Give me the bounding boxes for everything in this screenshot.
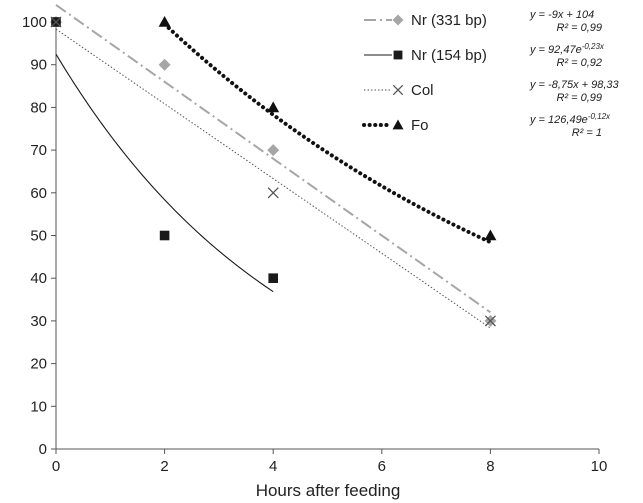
legend-label: Fo	[411, 117, 429, 134]
data-points	[50, 16, 497, 327]
legend-marker	[392, 84, 404, 96]
r-squared: R² = 1	[572, 127, 602, 139]
y-tick-label: 70	[30, 142, 47, 159]
equation-exponent: -0,23x	[582, 42, 605, 51]
trend-lines	[55, 4, 493, 329]
trend-line-0	[55, 4, 491, 314]
x-tick-label: 6	[378, 458, 386, 475]
trend-line-2	[55, 28, 491, 329]
r-squared: R² = 0,99	[556, 22, 602, 34]
x-tick-label: 0	[52, 458, 60, 475]
data-point	[484, 315, 496, 327]
y-tick-label: 10	[30, 398, 47, 415]
x-tick-label: 4	[269, 458, 277, 475]
data-point	[484, 229, 497, 241]
legend-marker	[392, 14, 404, 26]
y-tick-label: 20	[30, 356, 47, 373]
equation-main: y = 92,47e	[529, 44, 582, 56]
data-point	[159, 230, 170, 241]
chart-axes: 0 10 20 30 40 50 60 70 80 90 100 0 2 4 6 8 10	[22, 14, 607, 475]
data-point	[267, 144, 280, 157]
data-point	[267, 101, 280, 113]
equation-exponent: -0,12x	[588, 112, 611, 121]
trend-line-1	[55, 53, 274, 293]
y-tick-label: 30	[30, 313, 47, 330]
legend-label: Nr (331 bp)	[411, 12, 487, 29]
trendline-equation: y = 92,47e-0,23x	[529, 42, 605, 56]
legend-label: Col	[411, 82, 434, 99]
y-tick-label: 90	[30, 57, 47, 74]
trendline-equation: y = 126,49e-0,12x	[529, 112, 611, 126]
x-tick-label: 8	[486, 458, 494, 475]
trendline-equation: y = -8,75x + 98,33	[529, 79, 620, 91]
r-squared: R² = 0,99	[556, 92, 602, 104]
x-axis-title: Hours after feeding	[256, 481, 401, 500]
data-point	[50, 16, 62, 28]
y-tick-label: 40	[30, 270, 47, 287]
y-tick-label: 60	[30, 185, 47, 202]
data-point	[158, 16, 171, 27]
r-squared: R² = 0,92	[556, 57, 602, 69]
x-tick-label: 2	[160, 458, 168, 475]
trendline-equation: y = -9x + 104	[529, 9, 594, 21]
y-tick-label: 100	[22, 14, 47, 31]
legend-label: Nr (154 bp)	[411, 47, 487, 64]
legend-marker	[392, 119, 404, 130]
data-point	[158, 58, 171, 71]
legend-marker	[393, 50, 403, 60]
x-tick-label: 10	[591, 458, 608, 475]
y-tick-label: 0	[39, 441, 47, 458]
data-point	[268, 273, 278, 283]
y-tick-label: 50	[30, 228, 47, 245]
equation-main: y = -9x + 104	[529, 9, 594, 21]
data-point	[267, 187, 279, 199]
equation-main: y = -8,75x + 98,33	[529, 79, 620, 91]
equation-main: y = 126,49e	[529, 114, 588, 126]
y-tick-label: 80	[30, 99, 47, 116]
trend-line-3	[162, 22, 493, 245]
